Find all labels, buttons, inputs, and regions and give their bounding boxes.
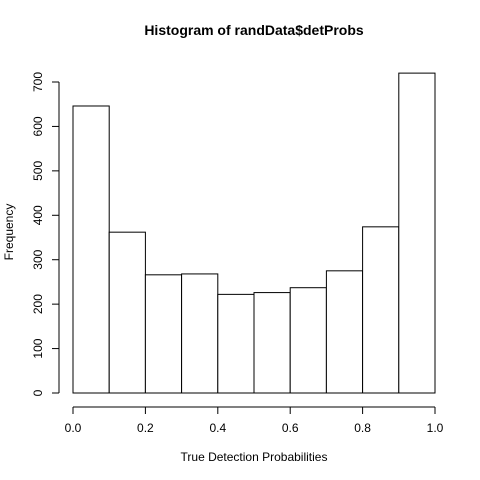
- y-axis-label: Frequency: [2, 204, 16, 261]
- x-tick-label: 0.4: [209, 421, 226, 435]
- y-tick-label: 100: [31, 338, 45, 358]
- y-tick-label: 300: [31, 249, 45, 269]
- histogram-bar-4: [217, 293, 255, 394]
- histogram-bar-1: [108, 231, 146, 394]
- x-tick-label: 0.0: [65, 421, 82, 435]
- x-tick-label: 0.8: [354, 421, 371, 435]
- histogram-bar-5: [253, 292, 291, 394]
- y-tick-label: 200: [31, 294, 45, 314]
- histogram-bar-6: [289, 287, 327, 394]
- histogram-bar-7: [325, 270, 364, 394]
- histogram-bar-2: [144, 274, 183, 394]
- x-axis: 0.0 0.2 0.4 0.6 0.8 1.0: [65, 406, 444, 435]
- chart-title: Histogram of randData$detProbs: [144, 22, 364, 38]
- x-tick-label: 1.0: [427, 421, 444, 435]
- y-tick-label: 600: [31, 116, 45, 136]
- y-tick-label: 0: [31, 389, 45, 396]
- histogram-bar-9: [398, 72, 436, 394]
- x-axis-label: True Detection Probabilities: [181, 450, 328, 464]
- y-tick-label: 500: [31, 161, 45, 181]
- histogram-bar-3: [181, 273, 219, 394]
- y-tick-label: 400: [31, 205, 45, 225]
- bars-group: [72, 72, 436, 394]
- x-tick-label: 0.6: [282, 421, 299, 435]
- y-axis: 0 100 200 300 400 500 600 700: [31, 72, 60, 396]
- y-tick-label: 700: [31, 72, 45, 92]
- histogram-bar-0: [72, 105, 110, 394]
- x-tick-label: 0.2: [137, 421, 154, 435]
- histogram-bar-8: [362, 226, 400, 394]
